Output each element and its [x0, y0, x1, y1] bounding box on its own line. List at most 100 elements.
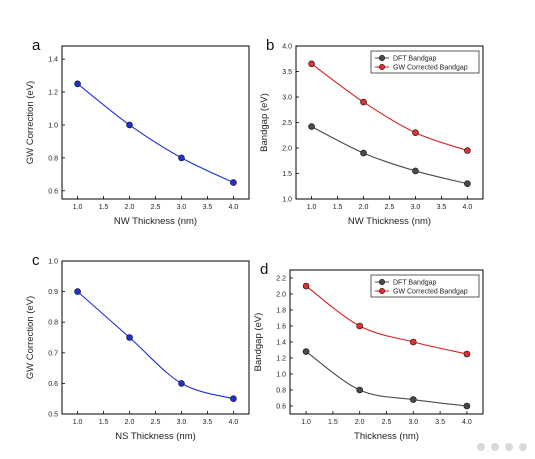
x-tick-label: 1.5: [99, 419, 109, 426]
y-tick-label: 0.9: [48, 289, 58, 296]
watermark-dot: [477, 443, 485, 451]
data-point: [302, 348, 310, 355]
x-tick-label: 2.0: [125, 204, 135, 211]
data-point: [178, 380, 185, 387]
y-tick-label: 0.8: [276, 388, 286, 395]
x-tick-label: 2.5: [385, 204, 395, 211]
legend-marker: [378, 287, 386, 295]
chart-panel-a: a 1.0 1.5 2.0 2.5 3.0 3.5 4.0 0.6 0.8 1.0 1.2 1.4 NW …: [25, 37, 250, 227]
y-tick-label: 3.0: [282, 95, 292, 102]
x-tick-label: 3.0: [177, 204, 187, 211]
y-axis-label: Bandgap (eV): [253, 313, 264, 372]
x-axis-label: NW Thickness (nm): [114, 216, 197, 227]
x-tick-label: 3.5: [203, 419, 213, 426]
x-tick-label: 2.5: [151, 204, 161, 211]
data-point: [464, 180, 471, 187]
x-tick-label: 2.5: [151, 419, 161, 426]
watermark-dot: [505, 443, 513, 451]
series-line: [311, 63, 468, 152]
y-tick-label: 2.5: [282, 120, 292, 127]
y-tick-label: 0.6: [48, 381, 58, 388]
series-line: [305, 351, 467, 407]
series-line: [77, 83, 234, 184]
data-point: [308, 123, 315, 130]
y-axis-label: GW Correction (eV): [25, 296, 36, 379]
series-line: [311, 126, 468, 185]
y-tick-label: 0.6: [48, 188, 58, 195]
y-tick-label: 0.6: [276, 404, 286, 411]
x-tick-label: 3.0: [411, 204, 421, 211]
x-tick-label: 3.0: [177, 419, 187, 426]
y-tick-label: 1.6: [276, 324, 286, 331]
chart-panel-d: d 1.0 1.5 2.0 2.5 3.0 3.5 4.0 0.6 0.8 1.0 1.2 1.4 1.6…: [253, 261, 484, 442]
legend-entry-label: GW Corrected Bandgap: [393, 65, 468, 72]
x-tick-label: 1.5: [99, 204, 109, 211]
y-tick-label: 1.0: [48, 122, 58, 129]
legend-marker: [378, 63, 386, 71]
data-point: [410, 396, 417, 403]
y-tick-label: 4.0: [282, 44, 292, 51]
data-point: [464, 147, 471, 154]
x-axis-label: NW Thickness (nm): [348, 216, 431, 227]
legend-entry-label: DFT Bandgap: [393, 56, 437, 63]
data-point: [126, 334, 133, 341]
panel-letter: a: [32, 37, 41, 54]
watermark-dot: [491, 443, 499, 451]
data-point: [356, 386, 363, 394]
x-tick-label: 1.0: [73, 419, 83, 426]
y-tick-label: 1.0: [282, 197, 292, 204]
y-tick-label: 1.5: [282, 171, 292, 178]
x-tick-label: 1.5: [328, 419, 338, 426]
plot-frame: [61, 260, 250, 415]
legend-box: [370, 274, 480, 298]
panel-letter: c: [32, 252, 40, 269]
watermark-dots: [477, 443, 527, 451]
y-tick-label: 1.2: [48, 90, 58, 97]
y-tick-label: 1.0: [48, 259, 58, 266]
x-tick-label: 3.5: [437, 204, 447, 211]
legend-entry-label: DFT Bandgap: [393, 280, 437, 287]
legend-marker: [378, 278, 386, 286]
x-tick-label: 3.5: [435, 419, 445, 426]
x-tick-label: 2.0: [125, 419, 135, 426]
y-axis-label: GW Correction (eV): [25, 81, 36, 164]
y-tick-label: 0.8: [48, 320, 58, 327]
plot-frame: [61, 45, 250, 200]
data-point: [74, 80, 81, 88]
data-point: [230, 395, 237, 403]
data-point: [178, 154, 185, 162]
legend: DFT Bandgap GW Corrected Bandgap: [370, 274, 480, 298]
data-point: [356, 322, 363, 330]
x-axis-label: NS Thickness (nm): [115, 431, 196, 442]
chart-panel-c: c 1.0 1.5 2.0 2.5 3.0 3.5 4.0 0.5 0.6 0.7 0.8 0.9 1.0…: [25, 252, 250, 442]
legend-marker: [378, 54, 386, 62]
x-tick-label: 4.0: [462, 419, 472, 426]
data-point: [360, 98, 367, 106]
legend: DFT Bandgap GW Corrected Bandgap: [370, 50, 480, 74]
x-tick-label: 3.5: [203, 204, 213, 211]
data-point: [302, 282, 310, 290]
x-tick-label: 3.0: [408, 419, 418, 426]
y-tick-label: 1.4: [48, 57, 58, 64]
y-tick-label: 1.8: [276, 308, 286, 315]
y-tick-label: 2.2: [276, 276, 286, 283]
series-line: [305, 285, 468, 355]
x-tick-label: 2.5: [382, 419, 392, 426]
x-tick-label: 4.0: [463, 204, 473, 211]
x-tick-label: 1.0: [73, 204, 83, 211]
y-axis-label: Bandgap (eV): [259, 93, 270, 152]
series-line: [77, 291, 234, 400]
data-point: [74, 288, 81, 295]
x-tick-label: 4.0: [229, 419, 239, 426]
panel-letter: b: [266, 37, 274, 54]
y-tick-label: 2.0: [276, 292, 286, 299]
y-tick-label: 0.5: [48, 412, 58, 419]
data-point: [308, 60, 315, 68]
watermark-dot: [519, 443, 527, 451]
data-point: [360, 149, 367, 157]
x-tick-label: 2.0: [355, 419, 365, 426]
panel-letter: d: [260, 261, 268, 278]
y-tick-label: 0.7: [48, 350, 58, 357]
x-tick-label: 2.0: [359, 204, 369, 211]
